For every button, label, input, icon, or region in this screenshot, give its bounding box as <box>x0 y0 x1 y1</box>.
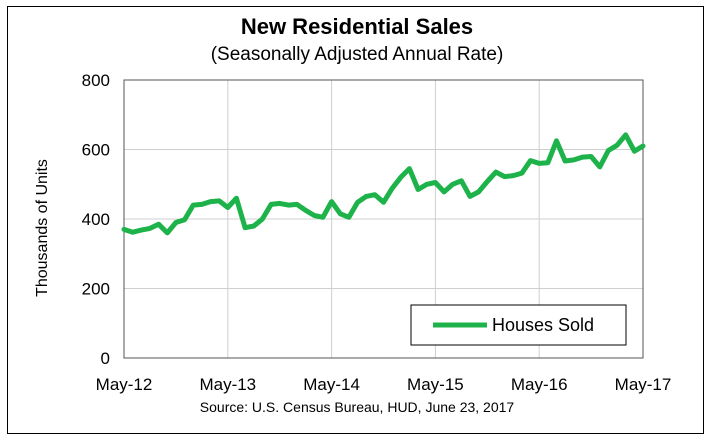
legend: Houses Sold <box>410 304 627 346</box>
chart-title: New Residential Sales <box>240 14 474 39</box>
x-tick-label: May-14 <box>303 375 360 394</box>
y-axis-label: Thousands of Units <box>34 159 51 297</box>
y-tick-label: 600 <box>82 141 110 160</box>
x-tick-label: May-15 <box>407 375 464 394</box>
y-tick-label: 200 <box>82 280 110 299</box>
x-tick-label: May-12 <box>96 375 153 394</box>
y-tick-label: 400 <box>82 210 110 229</box>
x-tick-label: May-17 <box>615 375 672 394</box>
y-tick-label: 0 <box>101 349 110 368</box>
y-tick-label: 800 <box>82 71 110 90</box>
legend-label-houses-sold: Houses Sold <box>492 315 594 335</box>
chart-subtitle: (Seasonally Adjusted Annual Rate) <box>210 44 504 65</box>
series-line-houses-sold <box>121 132 646 236</box>
chart-source: Source: U.S. Census Bureau, HUD, June 23… <box>199 399 515 415</box>
x-tick-label: May-16 <box>511 375 568 394</box>
x-tick-label: May-13 <box>199 375 256 394</box>
y-axis-ticks: 0 200 400 600 800 <box>82 71 110 368</box>
chart-frame <box>7 6 704 434</box>
plot-area <box>123 79 644 359</box>
x-axis-ticks: May-12 May-13 May-14 May-15 May-16 May-17 <box>96 375 672 394</box>
